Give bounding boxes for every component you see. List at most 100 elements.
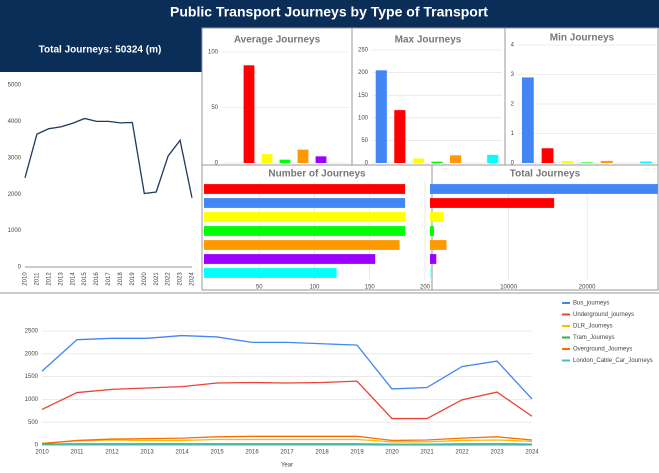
x-tick-label: 2010 bbox=[35, 450, 49, 456]
x-tick-label: 2024 bbox=[190, 272, 196, 286]
bar bbox=[315, 156, 327, 163]
line bbox=[24, 117, 193, 198]
legend-label: Underground_journeys bbox=[573, 312, 634, 318]
y-tick-label: 3 bbox=[511, 72, 515, 78]
bar bbox=[243, 65, 255, 163]
x-tick-label: 2015 bbox=[82, 272, 88, 286]
x-tick-label: 2024 bbox=[525, 450, 539, 456]
bar bbox=[430, 240, 447, 250]
bar bbox=[430, 226, 434, 236]
y-tick-label: 2500 bbox=[25, 329, 39, 335]
x-axis-label: Year bbox=[281, 463, 293, 469]
y-tick-label: 500 bbox=[28, 420, 39, 426]
chart-title: Number of Journeys bbox=[268, 169, 366, 180]
bar bbox=[430, 254, 437, 264]
y-tick-label: 0 bbox=[35, 443, 39, 449]
bar bbox=[375, 70, 387, 163]
y-tick-label: 1500 bbox=[25, 374, 39, 380]
x-tick-label: 2023 bbox=[178, 272, 184, 286]
y-tick-label: 2 bbox=[511, 102, 515, 108]
y-tick-label: 1000 bbox=[8, 228, 22, 234]
x-tick-label: 2014 bbox=[70, 272, 76, 286]
header-bar bbox=[0, 0, 659, 28]
bar bbox=[521, 77, 534, 163]
bar bbox=[279, 159, 291, 163]
x-tick-label: 10000 bbox=[500, 285, 517, 291]
bar bbox=[204, 184, 406, 194]
x-tick-label: 2023 bbox=[490, 450, 504, 456]
x-tick-label: 50 bbox=[256, 285, 263, 291]
bar bbox=[204, 212, 406, 222]
bar bbox=[204, 268, 337, 278]
line bbox=[41, 438, 533, 444]
kpi: Total Journeys: 50324 (m) bbox=[39, 45, 162, 56]
panel bbox=[351, 27, 506, 166]
kpi-box bbox=[0, 28, 202, 72]
y-tick-label: 2000 bbox=[8, 192, 22, 198]
x-tick-label: 2012 bbox=[46, 272, 52, 286]
line bbox=[41, 435, 533, 445]
x-tick-label: 2019 bbox=[350, 450, 364, 456]
bar bbox=[581, 162, 593, 163]
y-tick-label: 150 bbox=[358, 93, 369, 99]
x-tick-label: 2016 bbox=[245, 450, 259, 456]
chart-title: Average Journeys bbox=[234, 35, 321, 46]
x-tick-label: 2011 bbox=[71, 450, 85, 456]
y-tick-label: 4 bbox=[511, 43, 515, 49]
x-tick-label: 2011 bbox=[35, 272, 41, 286]
x-tick-label: 2017 bbox=[280, 450, 294, 456]
y-tick-label: 3000 bbox=[8, 155, 22, 161]
x-tick-label: 2010 bbox=[23, 272, 29, 286]
legend-label: Overground_Journeys bbox=[573, 347, 632, 353]
x-tick-label: 2017 bbox=[106, 272, 112, 286]
chart-title: Min Journeys bbox=[550, 33, 615, 44]
bar bbox=[430, 184, 658, 194]
page-title: Public Transport Journeys by Type of Tra… bbox=[170, 4, 488, 20]
x-tick-label: 2020 bbox=[385, 450, 399, 456]
line bbox=[41, 334, 533, 400]
chart-title: Max Journeys bbox=[395, 35, 462, 46]
chart-title: Total Journeys bbox=[510, 169, 581, 180]
y-tick-label: 4000 bbox=[8, 119, 22, 125]
x-tick-label: 100 bbox=[309, 285, 320, 291]
x-tick-label: 2021 bbox=[420, 450, 434, 456]
bar bbox=[450, 155, 462, 163]
y-tick-label: 0 bbox=[365, 161, 369, 167]
y-tick-label: 200 bbox=[358, 70, 369, 76]
bar bbox=[600, 160, 613, 163]
y-tick-label: 5000 bbox=[8, 83, 22, 89]
bar bbox=[431, 161, 443, 163]
y-tick-label: 0 bbox=[511, 161, 515, 167]
bar bbox=[204, 254, 376, 264]
bar bbox=[204, 226, 406, 236]
panel bbox=[201, 27, 353, 166]
legend-label: Tram_Journeys bbox=[573, 335, 614, 341]
x-tick-label: 2020 bbox=[142, 272, 148, 286]
y-tick-label: 2000 bbox=[25, 351, 39, 357]
y-tick-label: 0 bbox=[215, 161, 219, 167]
x-tick-label: 200 bbox=[420, 285, 431, 291]
bar bbox=[297, 149, 309, 163]
bar bbox=[430, 212, 444, 222]
y-tick-label: 100 bbox=[358, 115, 369, 121]
legend-label: DLR_Journeys bbox=[573, 324, 613, 330]
x-tick-label: 2018 bbox=[315, 450, 329, 456]
y-tick-label: 0 bbox=[18, 265, 22, 271]
x-tick-label: 2012 bbox=[105, 450, 119, 456]
line bbox=[41, 380, 533, 420]
bar bbox=[261, 154, 273, 163]
bar bbox=[394, 110, 406, 163]
y-tick-label: 50 bbox=[211, 105, 218, 111]
y-tick-label: 1 bbox=[511, 131, 515, 137]
legend-label: London_Cable_Car_Journeys bbox=[573, 358, 653, 364]
bar bbox=[640, 161, 653, 163]
x-tick-label: 2013 bbox=[58, 272, 64, 286]
y-tick-label: 250 bbox=[358, 48, 369, 54]
legend-label: Bus_journeys bbox=[573, 301, 609, 307]
x-tick-label: 2022 bbox=[455, 450, 469, 456]
bar bbox=[204, 240, 400, 250]
bar bbox=[561, 160, 574, 163]
x-tick-label: 2014 bbox=[175, 450, 189, 456]
